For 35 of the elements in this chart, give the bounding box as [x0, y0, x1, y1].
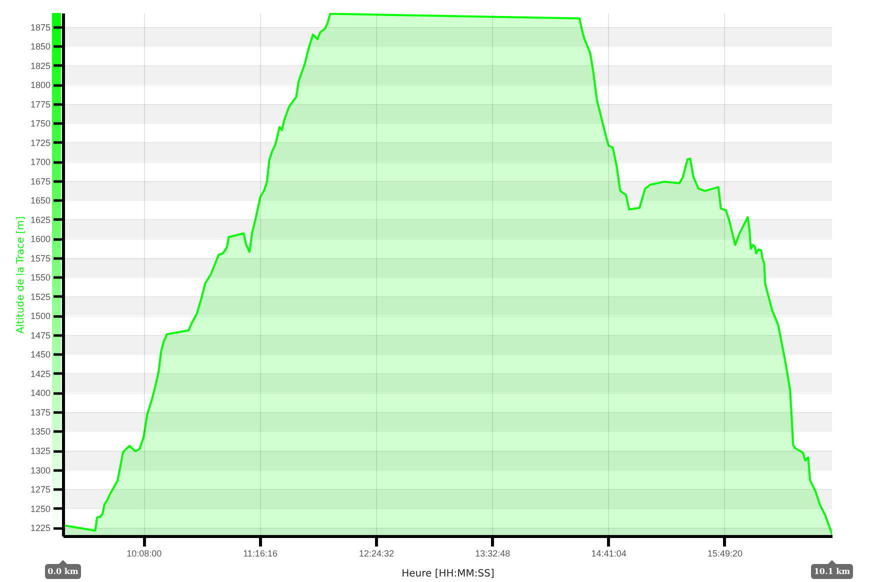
y-tick-label: 1825 [30, 60, 50, 71]
y-tick-label: 1475 [30, 330, 50, 340]
y-tick-label: 1575 [30, 253, 50, 264]
y-tick-label: 1250 [30, 504, 50, 514]
y-tick-label: 1650 [30, 196, 50, 206]
y-tick-label: 1500 [30, 311, 50, 322]
y-tick-label: 1425 [30, 368, 50, 379]
y-tick-label: 1725 [30, 138, 50, 148]
y-tick-label: 1525 [30, 292, 50, 302]
x-tick-label: 11:16:16 [243, 548, 278, 558]
y-tick-label: 1775 [30, 99, 50, 110]
y-tick-label: 1625 [30, 214, 50, 225]
y-tick-label: 1600 [30, 234, 50, 244]
y-axis-title: Altitude de la Trace [m] [16, 216, 26, 334]
y-tick-label: 1750 [30, 118, 50, 129]
y-tick-label: 1225 [30, 523, 50, 534]
y-tick-label: 1675 [30, 176, 50, 186]
y-tick-label: 1275 [30, 484, 50, 495]
y-tick-label: 1400 [30, 388, 50, 398]
x-axis-title: Heure [HH:MM:SS] [402, 568, 494, 580]
y-tick-label: 1875 [30, 22, 50, 32]
y-tick-label: 1325 [30, 446, 50, 456]
y-tick-label: 1350 [30, 426, 50, 437]
y-tick-label: 1300 [30, 465, 50, 476]
x-tick-label: 12:24:32 [358, 548, 394, 558]
y-tick-label: 1850 [30, 42, 50, 52]
y-tick-label: 1375 [30, 407, 50, 418]
y-tick-label: 1450 [30, 350, 50, 360]
x-tick-label: 15:49:20 [707, 548, 743, 558]
x-tick-label: 10:08:00 [126, 548, 162, 558]
x-tick-label: 14:41:04 [591, 548, 626, 558]
x-tick-label: 13:32:48 [475, 548, 510, 558]
y-tick-label: 1800 [30, 80, 50, 90]
y-tick-label: 1700 [30, 157, 50, 168]
y-tick-label: 1550 [30, 272, 50, 283]
